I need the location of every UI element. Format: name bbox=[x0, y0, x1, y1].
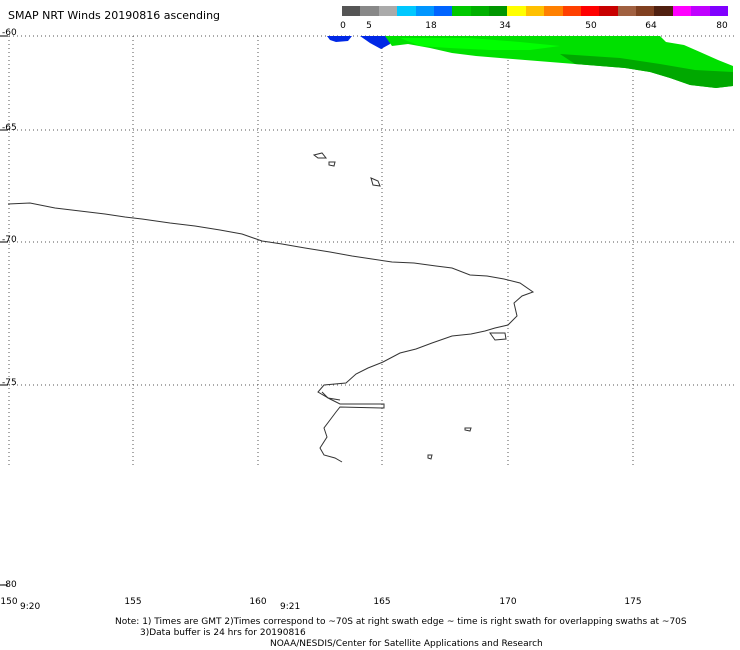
colorbar-segment bbox=[617, 6, 637, 16]
lat-label-65: -65 bbox=[2, 123, 17, 133]
colorbar-segment bbox=[360, 6, 380, 16]
lon-label-155: 155 bbox=[124, 597, 142, 607]
colorbar-segment bbox=[580, 6, 600, 16]
map-title: SMAP NRT Winds 20190816 ascending bbox=[8, 9, 221, 22]
island-1 bbox=[312, 152, 328, 159]
time-label-1: 9:20 bbox=[20, 602, 41, 612]
wind-swath-dark bbox=[560, 54, 733, 88]
colorbar-segment bbox=[672, 6, 692, 16]
lat-label-80: -80 bbox=[2, 580, 17, 590]
lat-label-70: -70 bbox=[2, 235, 17, 245]
lon-label-170: 170 bbox=[499, 597, 517, 607]
time-label-2: 9:21 bbox=[280, 602, 301, 612]
colorbar-segment bbox=[433, 6, 453, 16]
lon-label-150: 150 bbox=[0, 597, 18, 607]
lon-label-165: 165 bbox=[373, 597, 391, 607]
colorbar-segment bbox=[452, 6, 472, 16]
colorbar-label: 50 bbox=[585, 21, 597, 31]
colorbar-label: 0 bbox=[340, 21, 346, 31]
colorbar-segment bbox=[507, 6, 527, 16]
colorbar-segment bbox=[489, 6, 508, 16]
lon-label-175: 175 bbox=[624, 597, 642, 607]
colorbar-label: 5 bbox=[366, 21, 372, 31]
note-line-3: NOAA/NESDIS/Center for Satellite Applica… bbox=[270, 639, 543, 649]
lon-label-160: 160 bbox=[249, 597, 267, 607]
colorbar-segment bbox=[470, 6, 490, 16]
colorbar-segment bbox=[378, 6, 398, 16]
lat-label-75: -75 bbox=[2, 378, 17, 388]
wind-swath-bright bbox=[400, 38, 560, 50]
colorbar-label: 64 bbox=[645, 21, 657, 31]
colorbar-segment bbox=[525, 6, 545, 16]
colorbar-segment bbox=[397, 6, 417, 16]
colorbar-segment bbox=[691, 6, 711, 16]
wind-swath-low-2 bbox=[360, 36, 395, 49]
note-line-2: 3)Data buffer is 24 hrs for 20190816 bbox=[140, 628, 306, 638]
island-5 bbox=[464, 427, 472, 432]
colorbar-segment bbox=[654, 6, 674, 16]
colorbar-segment bbox=[544, 6, 564, 16]
coastline-inner bbox=[321, 391, 341, 401]
colorbar-segment bbox=[709, 6, 729, 16]
island-3 bbox=[370, 177, 381, 187]
island-2 bbox=[328, 161, 336, 167]
colorbar-segment bbox=[342, 6, 361, 16]
lat-label-60: -60 bbox=[2, 28, 17, 38]
colorbar-label: 80 bbox=[716, 21, 728, 31]
island-6 bbox=[427, 454, 433, 460]
graticule-grid bbox=[8, 35, 735, 465]
note-line-1: Note: 1) Times are GMT 2)Times correspon… bbox=[115, 617, 687, 627]
island-4 bbox=[489, 332, 507, 341]
coastline-main bbox=[7, 202, 535, 463]
colorbar-segment bbox=[636, 6, 655, 16]
colorbar-label: 18 bbox=[425, 21, 437, 31]
colorbar-segment bbox=[415, 6, 435, 16]
wind-swath bbox=[327, 36, 733, 88]
colorbar-segment bbox=[599, 6, 619, 16]
coastline bbox=[7, 152, 535, 463]
colorbar-segment bbox=[562, 6, 582, 16]
wind-swath-low bbox=[327, 36, 352, 42]
colorbar-label: 34 bbox=[499, 21, 511, 31]
